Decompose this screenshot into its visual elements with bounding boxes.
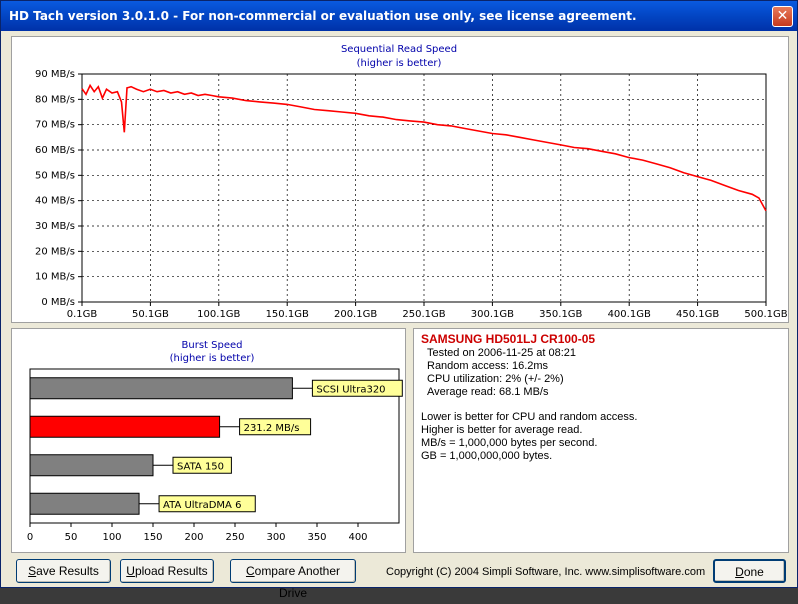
note-gb: GB = 1,000,000,000 bytes.: [421, 450, 553, 462]
save-label: ave Results: [36, 564, 99, 578]
save-hotkey: S: [28, 564, 37, 578]
burst-x-tick-label: 400: [348, 532, 367, 543]
burst-bar-label: ATA UltraDMA 6: [163, 500, 241, 511]
plot-area: [81, 73, 767, 303]
compare-drive-button[interactable]: Compare Another Drive: [230, 559, 356, 600]
burst-x-tick-label: 150: [143, 532, 162, 543]
y-tick-label: 10 MB/s: [35, 272, 75, 283]
y-tick-label: 30 MB/s: [35, 221, 75, 232]
note-higher-better: Higher is better for average read.: [421, 424, 583, 436]
x-tick-label: 100.1GB: [197, 309, 240, 320]
x-tick-label: 400.1GB: [608, 309, 651, 320]
upload-hotkey: U: [126, 564, 135, 578]
sequential-read-chart: Sequential Read Speed (higher is better) 0…: [35, 44, 788, 320]
sequential-read-panel: Sequential Read Speed (higher is better) 0…: [11, 36, 789, 323]
burst-x-tick-label: 250: [225, 532, 244, 543]
burst-x-tick-label: 0: [27, 532, 33, 543]
x-tick-label: 150.1GB: [266, 309, 309, 320]
burst-bar: [29, 377, 293, 400]
x-tick-label: 300.1GB: [471, 309, 514, 320]
done-button[interactable]: Done: [713, 559, 786, 583]
burst-speed-panel: Burst Speed (higher is better) 0 50 100 150 20…: [11, 328, 406, 553]
title-bar[interactable]: HD Tach version 3.0.1.0 - For non-commer…: [1, 1, 797, 31]
tested-date: Tested on 2006-11-25 at 08:21: [427, 347, 577, 359]
done-hotkey: D: [735, 565, 744, 579]
burst-speed-chart: Burst Speed (higher is better) 0 50 100 150 20…: [27, 340, 403, 543]
window-title: HD Tach version 3.0.1.0 - For non-commer…: [9, 9, 637, 23]
burst-label-box: [311, 379, 403, 397]
burst-title: Burst Speed: [182, 340, 243, 351]
x-tick-label: 50.1GB: [132, 309, 169, 320]
y-tick-label: 0 MB/s: [41, 297, 75, 308]
chart-subtitle: (higher is better): [357, 58, 442, 69]
upload-label: pload Results: [134, 564, 208, 578]
x-tick-label: 450.1GB: [676, 309, 719, 320]
done-label: one: [743, 565, 764, 579]
burst-label-box: [158, 495, 256, 513]
y-tick-label: 90 MB/s: [35, 69, 75, 80]
x-tick-label: 0.1GB: [67, 309, 98, 320]
chart-title: Sequential Read Speed: [341, 44, 457, 55]
burst-bar: [29, 415, 221, 438]
x-tick-label: 500.1GB: [744, 309, 787, 320]
close-button[interactable]: ✕: [772, 6, 793, 27]
y-tick-label: 20 MB/s: [35, 246, 75, 257]
burst-bar-label: SCSI Ultra320: [316, 384, 385, 395]
y-tick-label: 40 MB/s: [35, 196, 75, 207]
burst-x-tick-label: 50: [65, 532, 78, 543]
burst-x-tick-label: 100: [102, 532, 121, 543]
y-tick-label: 50 MB/s: [35, 170, 75, 181]
burst-label-box: [172, 456, 232, 474]
y-tick-label: 60 MB/s: [35, 145, 75, 156]
x-tick-label: 250.1GB: [402, 309, 445, 320]
burst-x-tick-label: 350: [307, 532, 326, 543]
random-access: Random access: 16.2ms: [427, 360, 549, 372]
burst-bar-label: 231.2 MB/s: [244, 423, 300, 434]
copyright-text: Copyright (C) 2004 Simpli Software, Inc.…: [386, 566, 706, 578]
burst-x-tick-label: 300: [266, 532, 285, 543]
read-speed-line: [81, 83, 767, 212]
save-results-button[interactable]: Save Results: [16, 559, 111, 583]
burst-subtitle: (higher is better): [170, 353, 255, 364]
burst-bar-label: SATA 150: [177, 461, 224, 472]
note-mbs: MB/s = 1,000,000 bytes per second.: [421, 437, 598, 449]
compare-hotkey: C: [245, 564, 255, 578]
drive-info-panel: SAMSUNG HD501LJ CR100-05 Tested on 2006-…: [413, 328, 789, 553]
burst-bar: [29, 492, 140, 515]
x-tick-label: 200.1GB: [334, 309, 377, 320]
upload-results-button[interactable]: Upload Results: [120, 559, 214, 583]
burst-label-box: [239, 418, 312, 436]
cpu-utilization: CPU utilization: 2% (+/- 2%): [427, 373, 564, 385]
compare-label: ompare Another Drive: [254, 564, 341, 600]
y-tick-label: 70 MB/s: [35, 120, 75, 131]
x-tick-label: 350.1GB: [539, 309, 582, 320]
average-read: Average read: 68.1 MB/s: [427, 386, 549, 398]
close-icon: ✕: [776, 8, 789, 24]
burst-x-tick-label: 200: [184, 532, 203, 543]
drive-name: SAMSUNG HD501LJ CR100-05: [421, 332, 596, 346]
burst-bar: [29, 454, 154, 477]
note-lower-better: Lower is better for CPU and random acces…: [421, 411, 638, 423]
y-tick-label: 80 MB/s: [35, 94, 75, 105]
